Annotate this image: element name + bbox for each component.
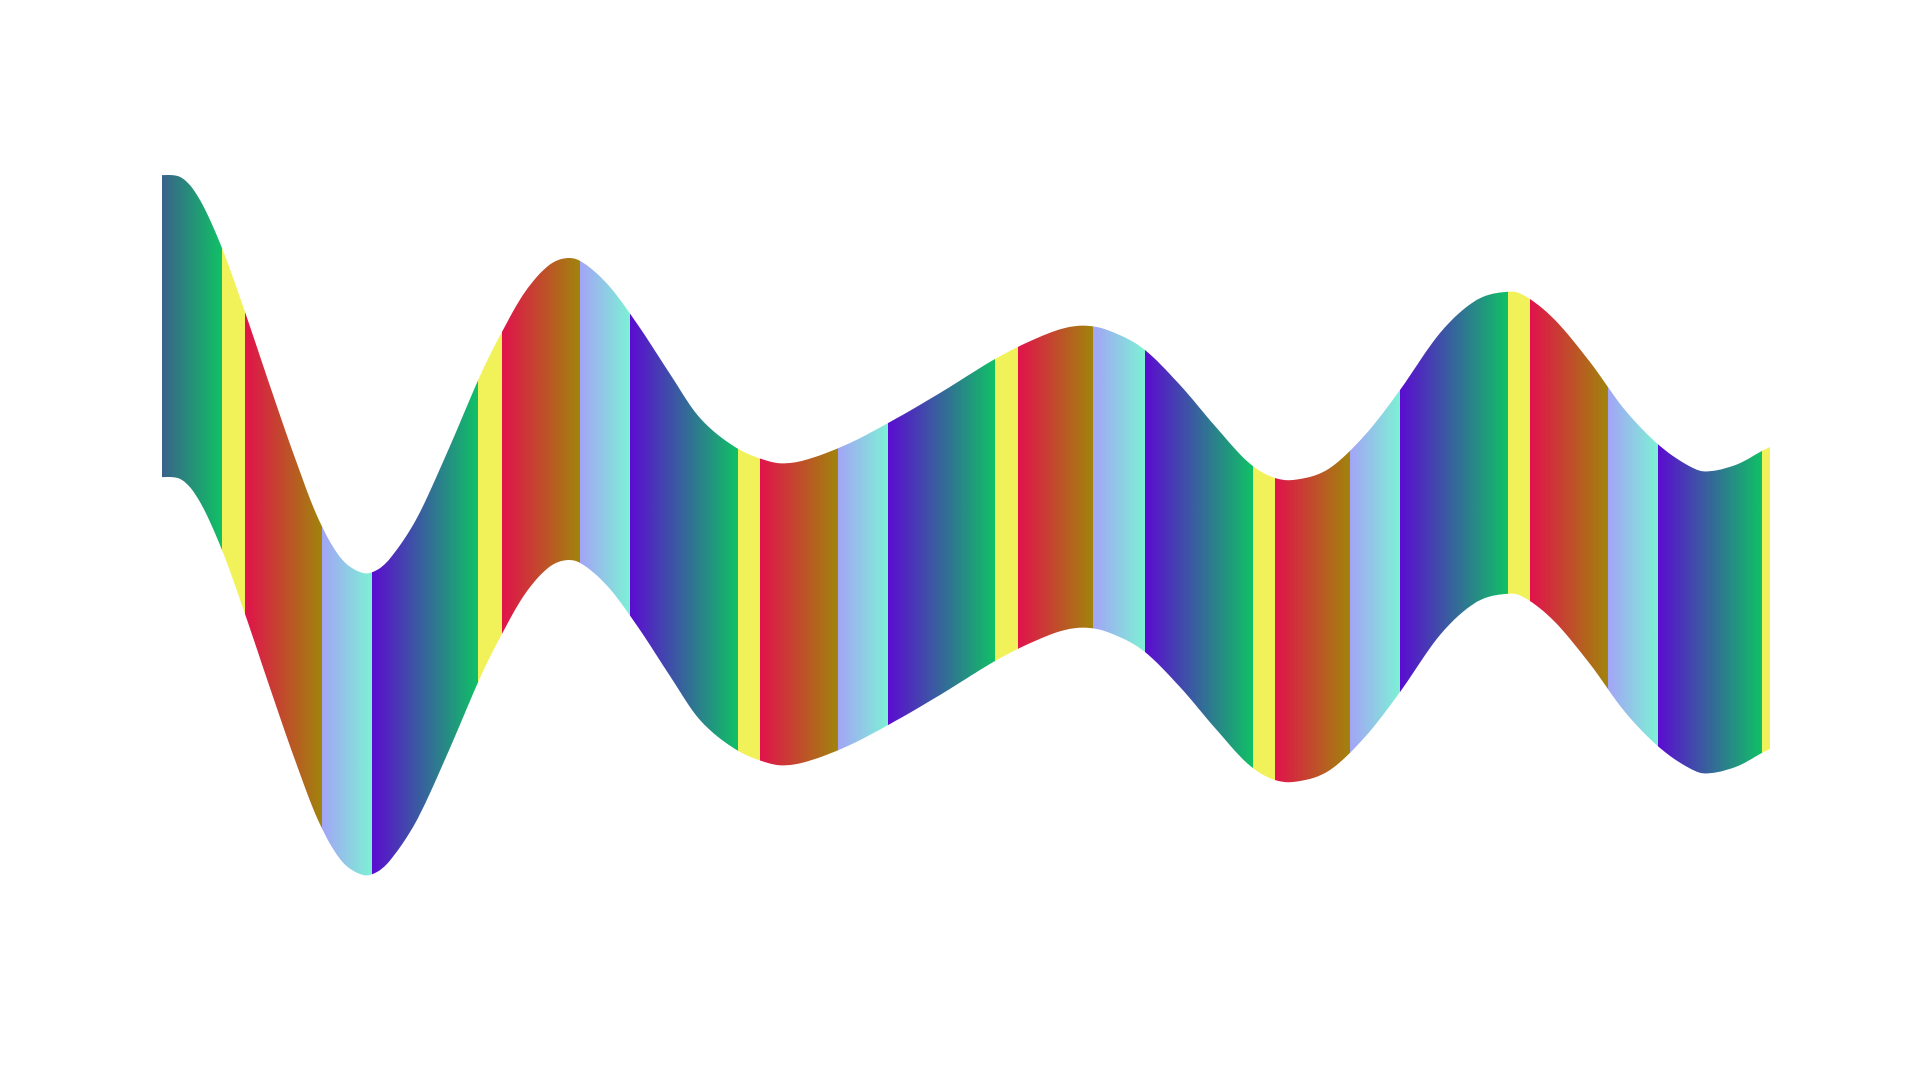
color-band-3 xyxy=(245,175,323,876)
color-band-26 xyxy=(1762,175,1770,876)
color-band-16 xyxy=(1093,175,1146,876)
color-band-5 xyxy=(372,175,479,876)
color-band-9 xyxy=(630,175,739,876)
color-band-19 xyxy=(1275,175,1351,876)
color-band-22 xyxy=(1508,175,1531,876)
color-band-12 xyxy=(838,175,889,876)
color-band-24 xyxy=(1608,175,1659,876)
color-band-6 xyxy=(478,175,503,876)
color-band-25 xyxy=(1658,175,1763,876)
color-band-17 xyxy=(1145,175,1254,876)
color-band-1 xyxy=(162,175,223,876)
color-band-21 xyxy=(1400,175,1509,876)
color-band-11 xyxy=(760,175,839,876)
color-band-20 xyxy=(1350,175,1401,876)
color-band-18 xyxy=(1253,175,1276,876)
color-band-13 xyxy=(888,175,996,876)
color-band-8 xyxy=(580,175,631,876)
color-band-14 xyxy=(995,175,1019,876)
color-band-7 xyxy=(502,175,581,876)
ribbon-group xyxy=(162,175,1770,876)
color-band-4 xyxy=(322,175,373,876)
color-band-2 xyxy=(222,175,246,876)
color-band-10 xyxy=(738,175,761,876)
color-band-15 xyxy=(1018,175,1094,876)
color-band-23 xyxy=(1530,175,1609,876)
